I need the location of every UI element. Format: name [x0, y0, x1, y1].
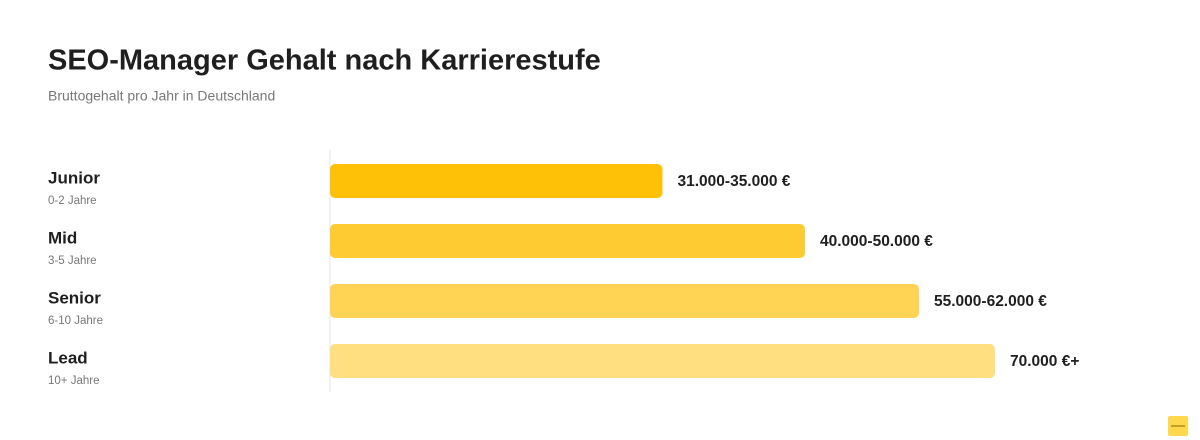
chart-title: SEO-Manager Gehalt nach Karrierestufe [48, 45, 601, 77]
category-label: Mid [48, 228, 77, 247]
category-sublabel: 10+ Jahre [48, 375, 99, 387]
bar [330, 224, 805, 258]
category-sublabel: 3-5 Jahre [48, 255, 97, 267]
bar [330, 344, 995, 378]
value-label: 55.000-62.000 € [934, 293, 1047, 310]
category-label: Senior [48, 288, 101, 307]
value-label: 40.000-50.000 € [820, 233, 933, 250]
bar [330, 164, 663, 198]
value-label: 70.000 €+ [1010, 353, 1079, 370]
value-label: 31.000-35.000 € [678, 173, 791, 190]
chart-subtitle: Bruttogehalt pro Jahr in Deutschland [48, 88, 275, 104]
category-label: Junior [48, 168, 100, 187]
category-sublabel: 0-2 Jahre [48, 195, 97, 207]
bar [330, 284, 919, 318]
category-sublabel: 6-10 Jahre [48, 315, 103, 327]
category-label: Lead [48, 348, 88, 367]
